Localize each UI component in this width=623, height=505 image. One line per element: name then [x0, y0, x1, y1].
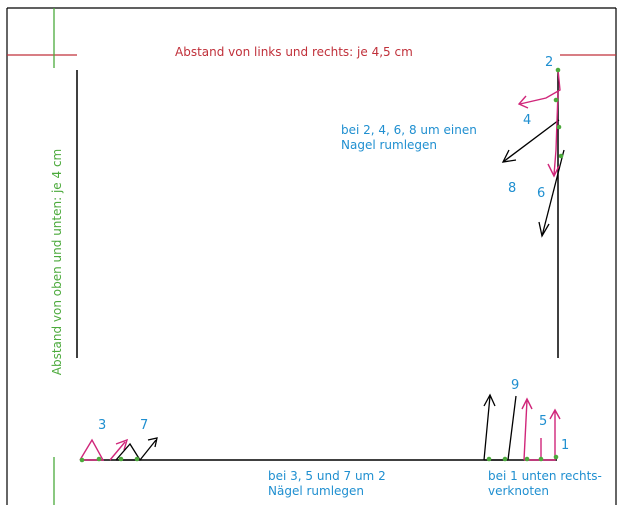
note-knot-line-2: verknoten	[488, 484, 550, 498]
thread-black-bottom-left	[115, 437, 158, 461]
measurement-markers	[7, 8, 616, 505]
note-odd-line-1: bei 3, 5 und 7 um 2	[268, 469, 386, 483]
note-even-nails: bei 2, 4, 6, 8 um einen Nagel rumlegen	[341, 123, 477, 153]
note-even-line-2: Nagel rumlegen	[341, 138, 438, 152]
step-number-6: 6	[537, 186, 546, 201]
step-number-5: 5	[539, 414, 548, 429]
thread-black-bottom-right	[483, 393, 517, 461]
thread-pink-bottom-right	[521, 397, 561, 461]
step-number-9: 9	[511, 378, 520, 393]
step-number-8: 8	[508, 181, 517, 196]
thread-arrows-black-top	[501, 119, 565, 238]
note-odd-line-2: Nägel rumlegen	[268, 484, 365, 498]
nails-bottom-left	[79, 456, 140, 463]
side-distance-label: Abstand von oben und unten: je 4 cm	[50, 148, 64, 376]
step-number-2: 2	[545, 55, 554, 70]
paper-border	[6, 7, 617, 505]
nails-top-right	[553, 67, 564, 159]
step-number-3: 3	[98, 418, 107, 433]
note-knot: bei 1 unten rechts- verknoten	[488, 469, 602, 499]
step-number-7: 7	[140, 418, 149, 433]
step-number-4: 4	[523, 113, 532, 128]
thread-pink-top	[517, 69, 561, 178]
note-knot-line-1: bei 1 unten rechts-	[488, 469, 602, 483]
thread-pink-bottom-left	[79, 438, 129, 461]
note-odd-nails: bei 3, 5 und 7 um 2 Nägel rumlegen	[268, 469, 386, 499]
nails-bottom-right	[486, 454, 559, 462]
top-distance-label: Abstand von links und rechts: je 4,5 cm	[175, 45, 413, 59]
note-even-line-1: bei 2, 4, 6, 8 um einen	[341, 123, 477, 137]
step-number-1: 1	[561, 438, 570, 453]
inner-outline	[76, 70, 559, 461]
